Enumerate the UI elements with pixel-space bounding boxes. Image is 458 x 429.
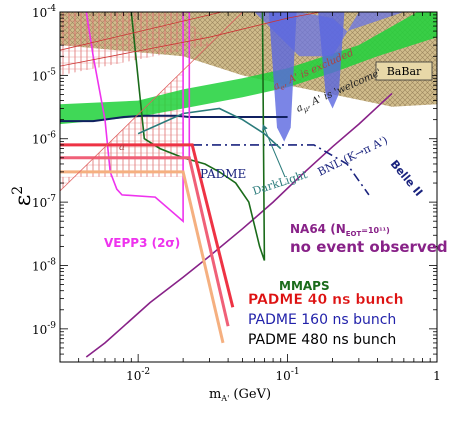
legend-padme-480: PADME 480 ns bunch <box>248 332 396 348</box>
y-tick-label: 10-5 <box>32 67 56 83</box>
series-line-padme-160-ns-bunch <box>60 156 230 327</box>
series-line-padme-480-ns-bunch <box>60 170 225 344</box>
x-tick-label: 10-2 <box>126 367 150 383</box>
belle-label: Belle II <box>388 158 426 199</box>
y-tick-label: 10-7 <box>32 194 56 210</box>
y-tick-label: 10-9 <box>32 321 56 337</box>
series-line-belle-ii <box>60 144 370 196</box>
series-line-darklight <box>137 107 282 150</box>
x-axis-title: mA' (GeV) <box>209 387 271 403</box>
ae-short-label: a <box>119 142 125 153</box>
na64-label: NA64 (NEOT=10¹¹) <box>290 222 390 238</box>
series-line-na64 <box>85 92 393 358</box>
y-tick-label: 10-8 <box>32 257 56 273</box>
bnl-label: BNL (K→π A') <box>316 134 390 179</box>
exclusion-regions <box>60 12 437 358</box>
y-axis-title: ε2 <box>10 186 36 206</box>
babar-label: BaBar <box>387 65 422 78</box>
legend-padme-160: PADME 160 ns bunch <box>248 312 396 328</box>
series-line-vepp3-2- <box>85 12 191 223</box>
padme-label: PADME <box>200 167 246 181</box>
y-tick-label: 10-4 <box>32 4 56 20</box>
no-event-label: no event observed <box>290 238 448 256</box>
darklight-label: DarkLight <box>251 168 309 198</box>
ae-boundary-line <box>60 12 243 192</box>
mmaps-label: MMAPS <box>279 279 330 293</box>
y-tick-label: 10-6 <box>32 131 56 147</box>
legend: PADME 40 ns bunch PADME 160 ns bunch PAD… <box>248 292 404 348</box>
darklight-arrow <box>262 124 286 178</box>
axis-ticks: 10-2 10-1 1 10-4 10-5 10-6 10-7 10-8 10-9 <box>32 4 441 383</box>
bnl-lobe-1 <box>268 12 297 142</box>
x-tick-label: 10-1 <box>276 367 300 383</box>
amu-welcome-band <box>60 12 437 125</box>
bnl-lobe-2 <box>318 12 345 109</box>
vepp3-label: VEPP3 (2σ) <box>104 236 180 250</box>
babar-label-box <box>375 61 433 81</box>
plot-frame <box>59 11 438 363</box>
legend-padme-40: PADME 40 ns bunch <box>248 292 404 308</box>
amu-line-2 <box>60 12 323 67</box>
x-tick-label: 1 <box>433 369 441 383</box>
series-line-padme-40-ns-bunch <box>60 143 235 308</box>
